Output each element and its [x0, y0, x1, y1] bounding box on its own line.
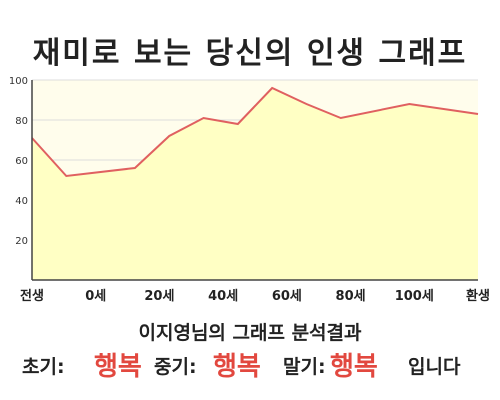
x-tick-label: 60세 [272, 289, 302, 304]
y-tick-label: 20 [15, 236, 28, 247]
y-tick-labels: 20 40 60 80 100 [9, 76, 28, 247]
y-tick-label: 80 [15, 116, 28, 127]
y-tick-label: 40 [15, 196, 28, 207]
x-tick-labels: 전생 0세 20세 40세 60세 80세 100세 환생 [20, 288, 490, 304]
x-tick-label: 환생 [466, 288, 490, 304]
middle-label: 중기: [154, 356, 197, 378]
early-value: 행복 [94, 352, 142, 382]
x-tick-label: 100세 [395, 289, 434, 304]
chart-title: 재미로 보는 당신의 인생 그래프 [32, 36, 468, 71]
ending-text: 입니다 [408, 356, 461, 378]
early-label: 초기: [22, 356, 65, 378]
x-tick-label: 40세 [208, 289, 238, 304]
x-tick-label: 80세 [336, 289, 366, 304]
y-tick-label: 100 [9, 76, 28, 87]
y-tick-label: 60 [15, 156, 28, 167]
x-tick-label: 전생 [20, 288, 44, 304]
x-tick-label: 20세 [144, 289, 174, 304]
stage-results: 초기: 행복 중기: 행복 말기: 행복 입니다 [0, 344, 500, 384]
middle-value: 행복 [213, 352, 261, 382]
series-line [31, 86, 479, 178]
late-value: 행복 [330, 352, 378, 382]
axes [31, 80, 478, 281]
x-tick-label: 0세 [85, 289, 106, 304]
area-fill [32, 88, 478, 280]
late-label: 말기: [283, 356, 326, 378]
result-summary: 이지영님의 그래프 분석결과 [138, 322, 362, 344]
